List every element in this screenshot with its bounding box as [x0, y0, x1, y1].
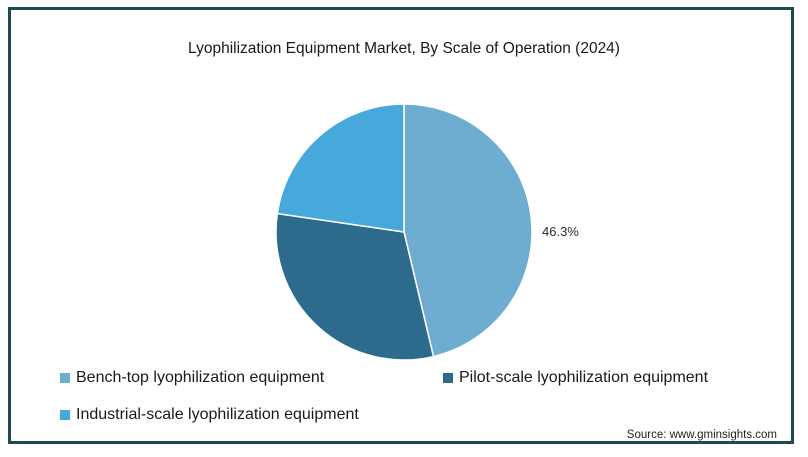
legend-swatch	[443, 373, 453, 383]
legend-item-pilot-scale: Pilot-scale lyophilization equipment	[443, 369, 708, 387]
legend-item-bench-top: Bench-top lyophilization equipment	[60, 369, 324, 387]
pie-slice-industrial-scale	[276, 103, 405, 233]
legend-swatch	[60, 410, 70, 420]
pie-slice-bench-top	[403, 103, 533, 358]
pie-slice-pilot-scale	[275, 212, 435, 361]
legend-label: Industrial-scale lyophilization equipmen…	[76, 406, 359, 423]
legend-swatch	[60, 373, 70, 383]
source-note: Source: www.gminsights.com	[626, 429, 777, 441]
legend-label: Pilot-scale lyophilization equipment	[459, 369, 709, 386]
legend-item-industrial-scale: Industrial-scale lyophilization equipmen…	[60, 406, 359, 424]
legend-label: Bench-top lyophilization equipment	[76, 369, 325, 386]
chart-title: Lyophilization Equipment Market, By Scal…	[188, 40, 620, 57]
slice-label-bench-top: 46.3%	[542, 224, 579, 239]
